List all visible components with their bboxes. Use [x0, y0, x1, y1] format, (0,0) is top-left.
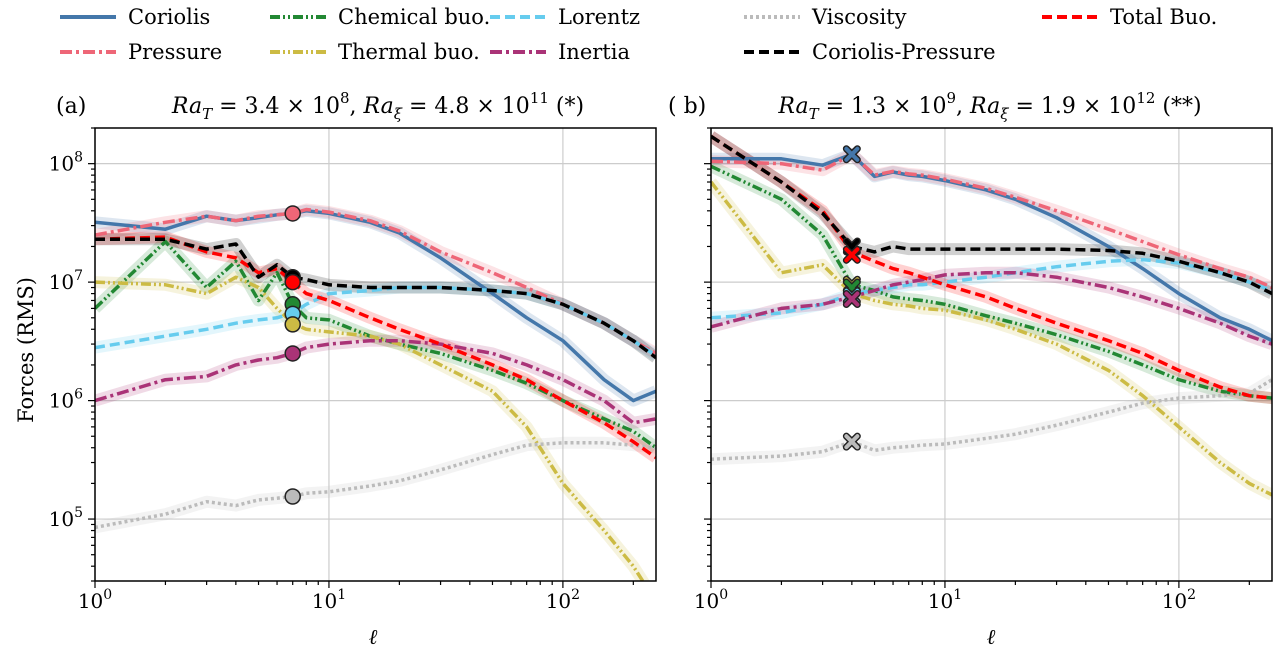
- panel-b-formula: RaT = 1.3 × 109, Raξ = 1.9 × 1012 (**): [777, 89, 1201, 123]
- panel-a-marker-total-buo: [284, 273, 301, 291]
- panel-a-line-coriolis-pressure: [95, 237, 656, 360]
- panel-b-ticks: [704, 127, 1250, 588]
- panel-b-label: ( b): [668, 94, 706, 119]
- panel-a-line-viscosity: [95, 441, 656, 530]
- panel-a-line-lorentz: [95, 285, 656, 358]
- panel-b-band-thermal-buo: [711, 178, 1272, 501]
- panel-b-grid: [710, 128, 1272, 581]
- panel-b-x-tick-label: 102: [1162, 587, 1196, 613]
- legend: Coriolis Chemical buo. Lorentz Viscosity Tot…: [60, 5, 1217, 64]
- panel-b-ra-t-exponent: 9: [946, 89, 956, 107]
- panel-a-x-tick-label: 100: [78, 587, 112, 613]
- panel-a-y-tick-label: 107: [49, 268, 83, 294]
- panel-a-ra-t-mantissa: 3.4: [245, 94, 280, 119]
- panel-a-title: (a) RaT = 3.4 × 108, Raξ = 4.8 × 1011 (*…: [56, 89, 584, 123]
- panel-a-y-tick-label: 108: [49, 150, 83, 176]
- panel-b-series: [711, 131, 1272, 501]
- panel-b-marker-inertia: [842, 290, 861, 309]
- panel-a-x-tick-label: 102: [546, 587, 580, 613]
- panel-a-x-axis-label: ℓ: [369, 625, 378, 649]
- panel-a-ra-t-exponent: 8: [340, 89, 350, 107]
- panel-a-markers: [284, 205, 301, 505]
- legend-label-total-buo: Total Buo.: [1110, 5, 1217, 29]
- legend-label-inertia: Inertia: [558, 40, 630, 64]
- panel-a-line-thermal-buo: [95, 275, 645, 581]
- panel-b-marker-coriolis: [842, 145, 861, 164]
- panel-a-line-pressure: [95, 207, 656, 355]
- panel-a-line-total-buo: [95, 235, 656, 460]
- panel-a-marker-viscosity: [284, 488, 301, 505]
- legend-item-viscosity: Viscosity: [744, 5, 907, 29]
- panel-b-line-total-buo: [711, 134, 1272, 400]
- panel-b-markers: [842, 145, 861, 451]
- panel-b-ra-t-mantissa: 1.3: [851, 94, 886, 119]
- panel-a-plot-area: 100 101 102 105 106 107 108: [49, 127, 657, 613]
- panel-a-grid: [94, 128, 656, 581]
- panel-a-y-axis-label: Forces (RMS): [14, 277, 38, 423]
- panel-b: ( b) RaT = 1.3 × 109, Raξ = 1.9 × 1012 (…: [668, 89, 1273, 649]
- panel-b-x-axis-label: ℓ: [987, 625, 996, 649]
- panel-a-tag: (*): [556, 94, 584, 119]
- panel-b-plot-area: 100 101 102: [694, 127, 1273, 613]
- legend-label-chemical-buo: Chemical buo.: [338, 5, 490, 29]
- panel-a-formula: RaT = 3.4 × 108, Raξ = 4.8 × 1011 (*): [171, 89, 584, 123]
- panel-b-band-viscosity: [711, 374, 1272, 466]
- panel-a-line-inertia: [95, 338, 656, 425]
- panel-a-line-chemical-buo: [95, 239, 656, 450]
- panel-b-line-thermal-buo: [711, 180, 1272, 497]
- panel-a-marker-inertia: [284, 345, 301, 362]
- legend-item-total-buo: Total Buo.: [1042, 5, 1217, 29]
- legend-item-inertia: Inertia: [490, 40, 630, 64]
- legend-label-viscosity: Viscosity: [811, 5, 907, 29]
- panel-a-x-tick-label: 101: [312, 587, 346, 613]
- panel-b-frame: [710, 127, 1273, 582]
- panel-a-ra-xi-exponent: 11: [530, 89, 549, 107]
- legend-item-pressure: Pressure: [60, 40, 222, 64]
- panel-a-y-tick-label: 105: [49, 505, 83, 531]
- legend-label-coriolis-pressure: Coriolis-Pressure: [812, 40, 996, 64]
- panel-a-ra-xi-mantissa: 4.8: [434, 94, 469, 119]
- legend-item-chemical-buo: Chemical buo.: [270, 5, 490, 29]
- panel-b-title: ( b) RaT = 1.3 × 109, Raξ = 1.9 × 1012 (…: [668, 89, 1202, 123]
- legend-label-pressure: Pressure: [128, 40, 222, 64]
- legend-item-lorentz: Lorentz: [490, 5, 640, 29]
- legend-label-coriolis: Coriolis: [128, 5, 210, 29]
- panel-b-tag: (**): [1162, 94, 1201, 119]
- panel-a-y-tick-label: 106: [49, 387, 83, 413]
- panel-b-marker-viscosity: [842, 432, 861, 451]
- panel-b-line-viscosity: [711, 378, 1272, 461]
- panel-b-ra-xi-mantissa: 1.9: [1041, 94, 1076, 119]
- panel-b-x-tick-label: 100: [694, 587, 728, 613]
- legend-item-coriolis-pressure: Coriolis-Pressure: [744, 40, 996, 64]
- panel-a-marker-pressure: [284, 205, 301, 222]
- legend-item-thermal-buo: Thermal buo.: [270, 40, 480, 64]
- panel-a-frame: [94, 127, 657, 582]
- panel-a-label: (a): [56, 94, 86, 119]
- legend-label-thermal-buo: Thermal buo.: [338, 40, 480, 64]
- legend-label-lorentz: Lorentz: [558, 5, 640, 29]
- panel-a-ticks: [88, 127, 634, 588]
- legend-item-coriolis: Coriolis: [60, 5, 210, 29]
- panel-b-ra-xi-exponent: 12: [1136, 89, 1155, 107]
- panel-a: (a) RaT = 3.4 × 108, Raξ = 4.8 × 1011 (*…: [14, 89, 657, 649]
- panel-a-marker-thermal-buo: [284, 316, 301, 333]
- panel-b-marker-total-buo: [842, 245, 861, 264]
- panel-b-x-tick-label: 101: [928, 587, 962, 613]
- panel-a-series: [95, 203, 656, 581]
